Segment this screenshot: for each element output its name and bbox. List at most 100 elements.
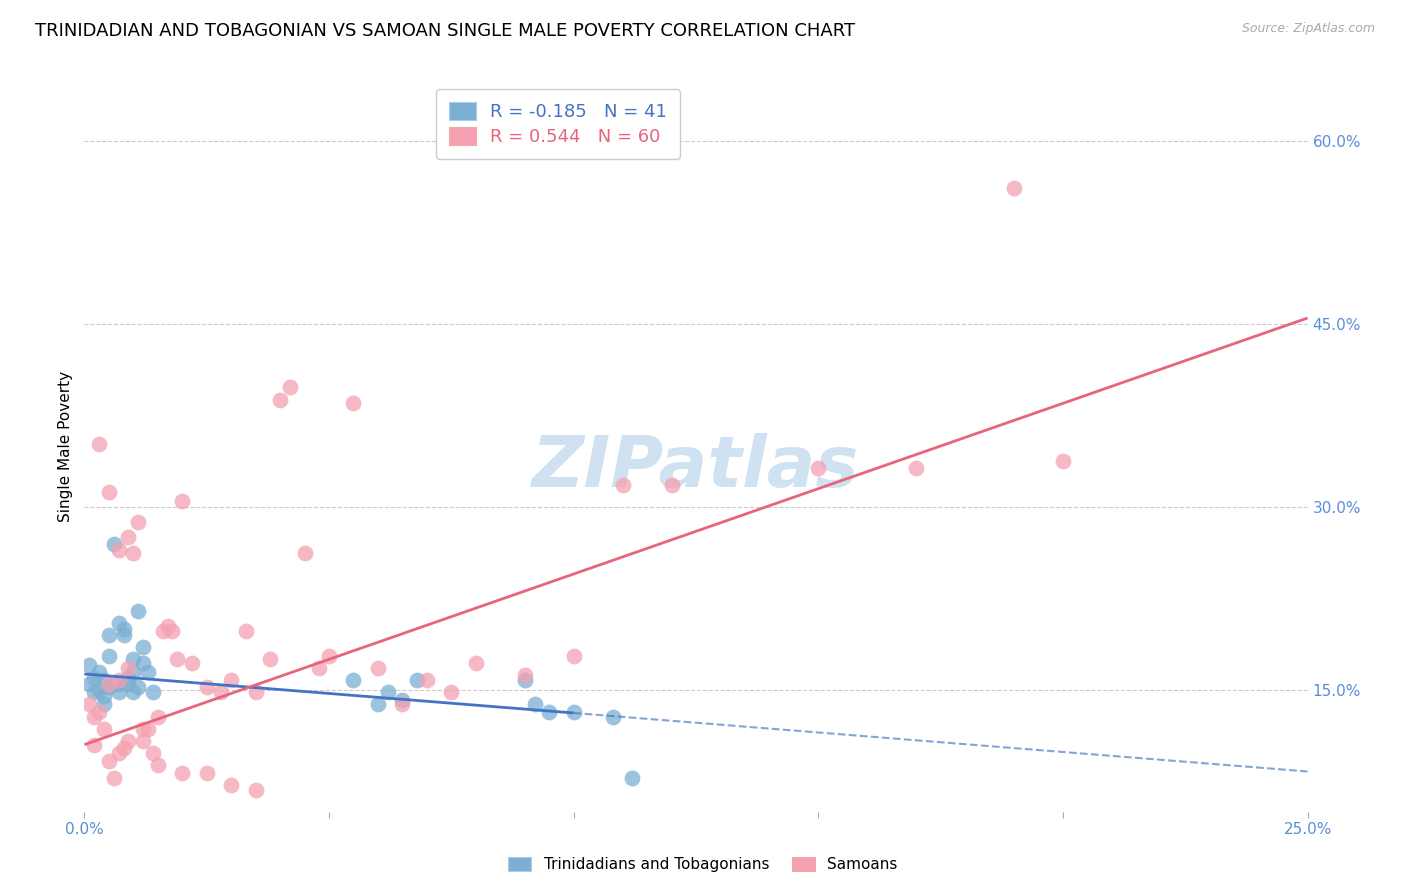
Point — [1052, 453, 1074, 467]
Legend: R = -0.185   N = 41, R = 0.544   N = 60: R = -0.185 N = 41, R = 0.544 N = 60 — [436, 89, 679, 159]
Point — [77, 698, 100, 712]
Point — [97, 628, 120, 642]
Point — [523, 698, 546, 712]
Point — [146, 709, 169, 723]
Point — [97, 648, 120, 663]
Point — [132, 640, 155, 655]
Point — [146, 758, 169, 772]
Point — [93, 673, 115, 687]
Point — [83, 709, 105, 723]
Point — [235, 624, 257, 639]
Point — [93, 689, 115, 703]
Text: TRINIDADIAN AND TOBAGONIAN VS SAMOAN SINGLE MALE POVERTY CORRELATION CHART: TRINIDADIAN AND TOBAGONIAN VS SAMOAN SIN… — [35, 22, 855, 40]
Point — [103, 676, 125, 690]
Point — [107, 746, 129, 760]
Point — [107, 615, 129, 630]
Point — [342, 396, 364, 410]
Point — [142, 746, 165, 760]
Point — [318, 648, 340, 663]
Point — [602, 709, 624, 723]
Point — [513, 673, 536, 687]
Point — [294, 546, 316, 560]
Point — [87, 436, 110, 450]
Point — [122, 685, 145, 699]
Point — [142, 685, 165, 699]
Point — [621, 771, 644, 785]
Point — [181, 656, 204, 670]
Point — [107, 685, 129, 699]
Point — [166, 652, 188, 666]
Point — [132, 722, 155, 736]
Point — [209, 685, 232, 699]
Point — [195, 681, 218, 695]
Point — [117, 530, 139, 544]
Point — [97, 676, 120, 690]
Point — [377, 685, 399, 699]
Y-axis label: Single Male Poverty: Single Male Poverty — [58, 370, 73, 522]
Point — [162, 624, 184, 639]
Point — [107, 542, 129, 557]
Point — [77, 676, 100, 690]
Point — [156, 619, 179, 633]
Point — [107, 673, 129, 687]
Point — [612, 478, 634, 492]
Point — [93, 722, 115, 736]
Point — [391, 692, 413, 706]
Point — [122, 665, 145, 679]
Point — [440, 685, 463, 699]
Point — [308, 661, 330, 675]
Point — [464, 656, 486, 670]
Point — [391, 698, 413, 712]
Text: ZIPatlas: ZIPatlas — [533, 434, 859, 502]
Point — [117, 676, 139, 690]
Point — [416, 673, 439, 687]
Point — [219, 778, 242, 792]
Point — [83, 685, 105, 699]
Point — [93, 698, 115, 712]
Legend: Trinidadians and Tobagonians, Samoans: Trinidadians and Tobagonians, Samoans — [501, 849, 905, 880]
Point — [83, 738, 105, 752]
Point — [103, 536, 125, 550]
Point — [172, 765, 194, 780]
Point — [112, 622, 135, 636]
Point — [77, 658, 100, 673]
Point — [278, 380, 301, 394]
Point — [538, 705, 561, 719]
Point — [132, 656, 155, 670]
Point — [122, 546, 145, 560]
Point — [127, 515, 149, 529]
Point — [107, 676, 129, 690]
Point — [406, 673, 429, 687]
Point — [87, 665, 110, 679]
Point — [562, 705, 585, 719]
Point — [367, 698, 389, 712]
Point — [136, 665, 159, 679]
Point — [1002, 180, 1025, 194]
Point — [219, 673, 242, 687]
Point — [83, 671, 105, 685]
Point — [132, 734, 155, 748]
Point — [87, 705, 110, 719]
Point — [87, 682, 110, 697]
Point — [905, 461, 928, 475]
Point — [103, 771, 125, 785]
Point — [152, 624, 174, 639]
Point — [342, 673, 364, 687]
Point — [259, 652, 281, 666]
Point — [195, 765, 218, 780]
Point — [661, 478, 683, 492]
Point — [136, 722, 159, 736]
Point — [97, 681, 120, 695]
Point — [367, 661, 389, 675]
Text: Source: ZipAtlas.com: Source: ZipAtlas.com — [1241, 22, 1375, 36]
Point — [562, 648, 585, 663]
Point — [245, 685, 267, 699]
Point — [97, 754, 120, 768]
Point — [127, 603, 149, 617]
Point — [245, 782, 267, 797]
Point — [122, 652, 145, 666]
Point — [117, 671, 139, 685]
Point — [127, 681, 149, 695]
Point — [269, 392, 291, 407]
Point — [513, 668, 536, 682]
